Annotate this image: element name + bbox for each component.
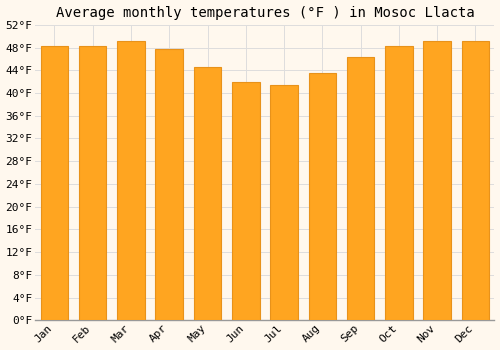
Bar bbox=[40, 47, 68, 320]
Bar bbox=[79, 47, 106, 320]
Title: Average monthly temperatures (°F ) in Mosoc Llacta: Average monthly temperatures (°F ) in Mo… bbox=[56, 6, 474, 20]
Bar bbox=[308, 73, 336, 320]
Bar bbox=[270, 85, 298, 320]
Bar bbox=[156, 49, 183, 320]
Bar bbox=[462, 41, 489, 320]
Bar bbox=[347, 57, 374, 320]
Bar bbox=[232, 82, 260, 320]
Bar bbox=[117, 41, 145, 320]
Bar bbox=[194, 67, 222, 320]
Bar bbox=[385, 47, 412, 320]
Bar bbox=[424, 41, 451, 320]
